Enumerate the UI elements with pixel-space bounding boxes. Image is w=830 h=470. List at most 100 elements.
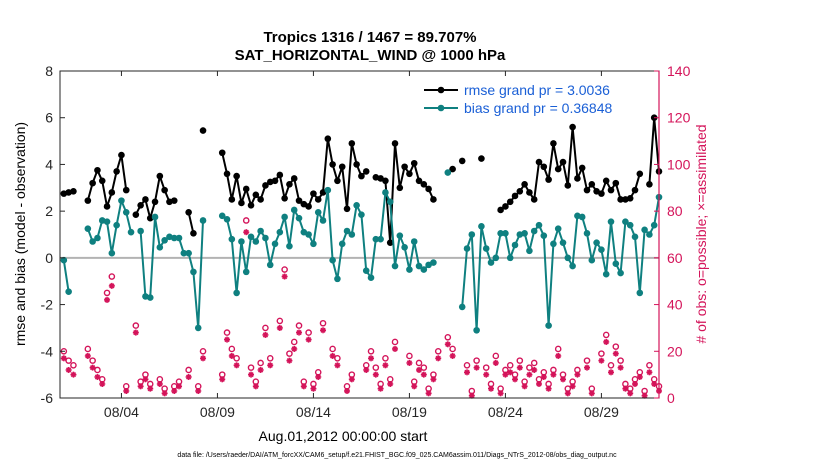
bias-point [324, 186, 332, 194]
bias-point [146, 294, 154, 301]
bias-point [180, 249, 188, 257]
obs-assimilated-marker [531, 366, 538, 373]
obs-assimilated-marker [377, 385, 384, 392]
obs-possible-marker [233, 354, 240, 362]
obs-possible-marker [262, 324, 269, 332]
obs-assimilated-marker [296, 329, 303, 336]
obs-assimilated-marker [344, 387, 351, 394]
rmse-point [574, 175, 581, 182]
obs-possible-marker [492, 352, 500, 360]
obs-assimilated-marker [651, 380, 658, 387]
rmse-point [607, 186, 615, 194]
bias-point [492, 254, 500, 262]
rmse-point [401, 163, 408, 171]
y2-tick-label: 140 [667, 63, 691, 79]
obs-possible-marker [70, 361, 77, 369]
rmse-point [329, 161, 336, 168]
obs-assimilated-marker [60, 355, 67, 362]
rmse-point [247, 202, 255, 209]
obs-assimilated-marker [70, 371, 77, 378]
bias-point [626, 221, 634, 229]
obs-possible-marker [583, 357, 591, 364]
bias-line [62, 260, 70, 292]
rmse-point [190, 230, 197, 237]
bias-point [257, 227, 264, 235]
rmse-point [84, 197, 92, 204]
obs-possible-marker [103, 289, 111, 297]
bias-point [401, 244, 408, 251]
rmse-point [132, 211, 140, 218]
obs-possible-marker [257, 359, 264, 367]
bias-point [487, 259, 495, 266]
obs-assimilated-marker [560, 376, 567, 383]
obs-assimilated-marker [334, 362, 341, 369]
bias-point [569, 262, 576, 270]
rmse-point [70, 187, 77, 195]
bias-point [94, 234, 101, 242]
obs-assimilated-marker [300, 383, 307, 390]
bias-point [343, 227, 351, 235]
bias-point [310, 240, 317, 248]
bias-point [468, 231, 476, 238]
obs-possible-marker [247, 364, 255, 371]
bias-point [271, 240, 279, 248]
obs-assimilated-marker [368, 355, 375, 362]
bias-point [290, 206, 298, 214]
bias-point [262, 234, 269, 242]
rmse-point [305, 203, 312, 210]
rmse-point [626, 194, 634, 202]
bias-point [554, 225, 562, 232]
bias-point [122, 209, 130, 216]
rmse-point [290, 175, 298, 182]
obs-possible-marker [473, 357, 480, 364]
bias-point [314, 209, 322, 216]
bias-point [607, 218, 615, 225]
obs-possible-marker [305, 329, 312, 336]
x-tick-label: 08/04 [104, 404, 139, 420]
bias-point [550, 240, 557, 248]
legend-rmse-marker [437, 86, 445, 94]
bias-point [247, 233, 255, 241]
rmse-point [478, 155, 485, 162]
obs-assimilated-marker [612, 350, 619, 357]
bias-point [194, 324, 202, 332]
bias-point [84, 225, 92, 232]
obs-assimilated-marker [536, 380, 543, 387]
obs-assimilated-marker [502, 371, 509, 378]
bias-point [482, 245, 490, 252]
bias-point [156, 244, 164, 251]
obs-possible-marker [607, 361, 615, 369]
bias-point [636, 289, 644, 297]
rmse-point [564, 182, 572, 189]
rmse-point [458, 157, 466, 165]
rmse-point [310, 190, 317, 197]
y-tick-label: 6 [45, 110, 53, 126]
obs-possible-marker [444, 333, 452, 341]
bias-point [382, 189, 389, 196]
bias-point [190, 268, 197, 276]
obs-possible-marker [65, 357, 72, 364]
obs-assimilated-marker [464, 369, 471, 376]
rmse-point [588, 180, 596, 188]
rmse-point [598, 190, 605, 197]
bias-point [641, 226, 648, 234]
bias-point [578, 213, 586, 221]
bias-point [458, 303, 466, 311]
obs-assimilated-marker [243, 229, 250, 236]
obs-assimilated-marker [123, 387, 130, 394]
obs-assimilated-marker [411, 383, 418, 390]
rmse-point [103, 203, 111, 210]
rmse-point [314, 196, 322, 203]
obs-assimilated-marker [286, 357, 293, 364]
obs-assimilated-marker [516, 364, 523, 371]
obs-assimilated-marker [224, 336, 231, 343]
rmse-point [415, 177, 423, 185]
obs-possible-marker [228, 345, 236, 353]
rmse-point [142, 196, 149, 203]
bias-point [334, 275, 341, 283]
rmse-point [151, 198, 159, 206]
obs-possible-marker [463, 361, 471, 369]
obs-assimilated-marker [233, 362, 240, 369]
rmse-point [338, 163, 346, 171]
rmse-point [636, 170, 644, 178]
